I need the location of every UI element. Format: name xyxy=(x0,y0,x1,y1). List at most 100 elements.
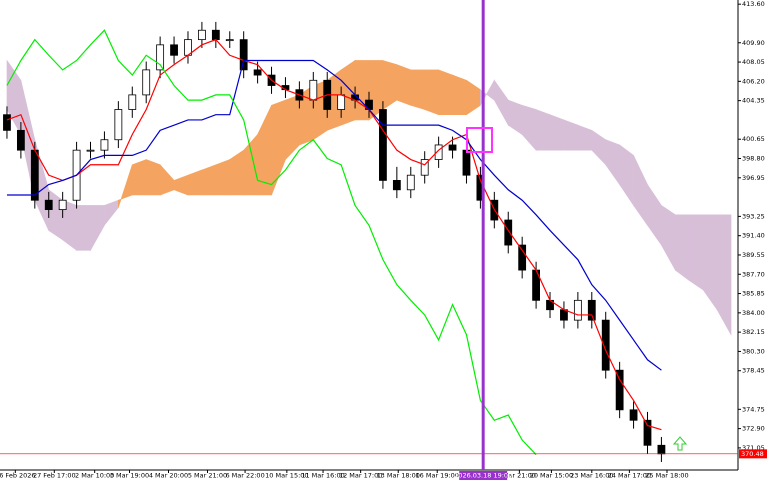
candle-body xyxy=(170,44,178,56)
y-tick-label: 371.05 xyxy=(742,444,765,452)
y-tick-label: 400.65 xyxy=(742,135,765,143)
candle-body xyxy=(406,174,415,191)
x-tick-label: 16 Mar 19:00 xyxy=(416,472,459,480)
cloud-segment xyxy=(201,164,217,196)
y-tick-label: 385.85 xyxy=(742,290,765,298)
candle-body xyxy=(657,444,666,455)
y-tick-label: 398.80 xyxy=(742,155,765,163)
candle-body xyxy=(309,79,318,101)
candle-body xyxy=(225,39,234,42)
x-tick-label: 2 Mar 10:00 xyxy=(75,472,114,480)
y-tick-label: 384.00 xyxy=(742,309,765,317)
cloud-segment xyxy=(145,159,161,196)
x-tick-label: 5 Mar 21:00 xyxy=(188,472,227,480)
candle-body xyxy=(114,109,123,141)
indicator-line xyxy=(6,29,537,456)
last-price-badge xyxy=(739,449,767,459)
cloud-segment xyxy=(76,205,91,251)
y-tick-label: 372.90 xyxy=(742,425,765,433)
vertical-marker-badge xyxy=(459,471,508,480)
cloud-segment xyxy=(131,159,147,196)
indicator-line xyxy=(6,38,662,431)
cloud-segment xyxy=(396,64,412,106)
vertical-marker-label: 2026.03.18 19:00 xyxy=(454,472,512,480)
candle-body xyxy=(587,299,596,321)
y-tick-label: 396.95 xyxy=(742,174,765,182)
y-tick-label: 406.20 xyxy=(742,77,765,85)
x-tick-label: 20 Mar 15:00 xyxy=(530,472,573,480)
x-tick-label: 26 Feb 2026 xyxy=(0,472,36,480)
candle-body xyxy=(253,69,262,76)
cloud-layer xyxy=(6,59,732,336)
y-tick-label: 389.55 xyxy=(742,251,765,259)
last-price-label: 370.48 xyxy=(741,450,764,458)
y-tick-label: 413.60 xyxy=(742,0,765,8)
candle-body xyxy=(462,149,471,176)
x-tick-label: 25 Mar 18:00 xyxy=(645,472,688,480)
up-arrow xyxy=(672,436,688,451)
y-tick-label: 378.45 xyxy=(742,367,765,375)
x-tick-label: 12 Mar 17:00 xyxy=(339,472,382,480)
x-tick-label: 10 Mar 15:00 xyxy=(265,472,308,480)
y-tick-label: 374.75 xyxy=(742,405,765,413)
cloud-segment xyxy=(716,214,732,336)
x-tick-label: 3 Mar 19:00 xyxy=(110,472,149,480)
cloud-segment xyxy=(535,109,551,151)
candle-body xyxy=(392,180,401,191)
cloud-segment xyxy=(424,69,439,116)
candle-body xyxy=(560,309,568,321)
indicator-line xyxy=(6,59,662,371)
x-tick-label: 6 Mar 22:00 xyxy=(225,472,264,480)
cloud-segment xyxy=(354,60,370,121)
cloud-segment xyxy=(410,69,425,110)
candle-body xyxy=(629,409,638,421)
y-tick-label: 380.30 xyxy=(742,347,765,355)
cloud-segment xyxy=(215,159,231,196)
highlight-box xyxy=(466,127,493,153)
candle-body xyxy=(100,139,109,151)
y-tick-label: 408.05 xyxy=(742,58,765,66)
x-tick-label: 27 Feb 17:00 xyxy=(33,472,76,480)
x-tick-label: 4 Mar 20:00 xyxy=(149,472,188,480)
cloud-segment xyxy=(549,114,565,151)
candle-layer xyxy=(3,21,666,462)
x-tick-label: 13 Mar 18:00 xyxy=(377,472,420,480)
x-tick-label: 11 Mar 16:00 xyxy=(301,472,344,480)
candle-body xyxy=(448,144,457,151)
candle-body xyxy=(16,129,25,151)
cloud-segment xyxy=(563,119,579,151)
candle-body xyxy=(615,369,624,411)
y-tick-label: 391.40 xyxy=(742,232,765,240)
x-tick-label: Mar 21:00 xyxy=(503,472,536,480)
candle-body xyxy=(211,29,220,41)
cloud-segment xyxy=(675,214,690,282)
candle-body xyxy=(44,199,53,211)
candle-body xyxy=(128,94,137,110)
candle-body xyxy=(239,39,248,71)
candle-body xyxy=(337,94,346,110)
candle-body xyxy=(58,199,67,211)
y-tick-label: 393.25 xyxy=(742,212,765,220)
cloud-segment xyxy=(688,214,704,291)
candle-body xyxy=(156,44,165,71)
candle-body xyxy=(86,149,95,152)
line-layer xyxy=(6,29,662,456)
x-tick-label: 23 Mar 16:00 xyxy=(570,472,613,480)
candle-body xyxy=(573,299,582,321)
cloud-segment xyxy=(452,74,467,116)
y-tick-label: 404.35 xyxy=(742,97,765,105)
candle-body xyxy=(198,29,206,41)
candle-body xyxy=(434,144,443,160)
candle-body xyxy=(379,109,387,181)
y-tick-label: 387.70 xyxy=(742,270,765,278)
x-tick-label: 24 Mar 17:00 xyxy=(608,472,651,480)
candle-body xyxy=(643,419,652,446)
candle-body xyxy=(518,244,527,271)
candle-body xyxy=(142,69,151,96)
candle-body xyxy=(3,114,11,131)
y-tick-label: 409.90 xyxy=(742,39,765,47)
candle-body xyxy=(601,319,610,371)
candle-body xyxy=(420,159,429,176)
